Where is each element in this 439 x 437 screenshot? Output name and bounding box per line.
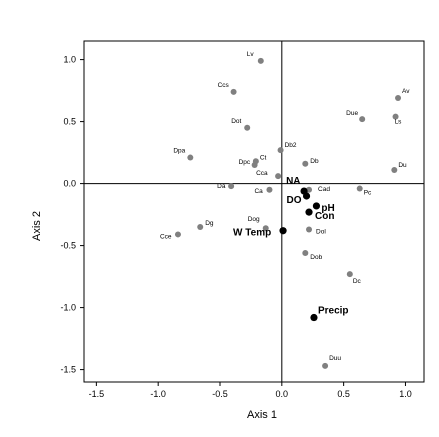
species-point-dpc: [251, 162, 258, 168]
species-point-dol: [306, 226, 313, 233]
species-point-dc: [346, 271, 353, 278]
plot-frame: [83, 40, 425, 383]
x-tick-label: 1.0: [399, 389, 412, 399]
species-label-pc: Pc: [364, 190, 372, 197]
species-point-cca: [275, 173, 282, 180]
species-label-dpc: Dpc: [239, 159, 251, 166]
y-tick-label: -1.0: [60, 303, 76, 313]
x-axis-title: Axis 1: [247, 409, 277, 421]
y-tick-label: -0.5: [60, 241, 76, 251]
env-point-do: [302, 192, 311, 200]
species-label-dol: Dol: [316, 228, 326, 235]
env-label-do: DO: [287, 195, 302, 206]
env-label-precip: Precip: [318, 306, 349, 317]
env-point-ph: [312, 202, 321, 210]
env-label-con: Con: [315, 211, 334, 222]
species-label-dog: Dog: [248, 216, 260, 223]
species-label-du: Du: [398, 162, 407, 169]
species-label-db: Db: [310, 158, 319, 165]
species-label-db2: Db2: [285, 142, 297, 149]
species-label-ct: Ct: [260, 154, 267, 161]
species-point-duu: [322, 362, 329, 369]
x-tick-label: 0.0: [276, 389, 289, 399]
species-series: Lv Ccs Av Due Ls Dot Db2 Dpa Ct Db Dpc Du Cca Da Ca Cad…: [160, 51, 410, 369]
species-label-cca: Cca: [256, 170, 268, 177]
species-point-db2: [277, 147, 284, 154]
x-tick-label: -0.5: [212, 389, 228, 399]
species-label-due: Due: [346, 110, 358, 117]
y-axis: -1.5 -1.0 -0.5 0.0 0.5 1.0: [60, 55, 84, 375]
species-point-db: [302, 160, 309, 167]
reference-lines: [84, 41, 424, 382]
env-point-w-temp: [279, 227, 287, 235]
species-point-pc: [356, 185, 363, 192]
species-label-dg: Dg: [205, 220, 214, 227]
env-point-con: [305, 208, 313, 216]
species-point-dg: [197, 224, 204, 230]
species-point-lv: [257, 57, 264, 64]
x-tick-label: 0.5: [337, 389, 350, 399]
species-label-av: Av: [402, 88, 410, 95]
y-tick-label: -1.5: [60, 365, 76, 375]
species-point-av: [395, 95, 402, 102]
species-point-ls: [392, 113, 399, 120]
species-label-lv: Lv: [247, 51, 255, 58]
env-label-na: NA: [286, 176, 300, 187]
species-label-dot: Dot: [231, 118, 241, 125]
species-label-da: Da: [217, 183, 226, 190]
species-label-ccs: Ccs: [218, 82, 230, 89]
species-point-da: [228, 183, 235, 190]
species-point-dob: [302, 250, 309, 257]
species-point-due: [359, 116, 366, 123]
species-label-cad: Cad: [318, 186, 330, 193]
species-point-cce: [174, 231, 181, 238]
env-point-precip: [310, 313, 318, 322]
x-tick-label: -1.5: [89, 389, 105, 399]
y-tick-label: 1.0: [63, 55, 76, 65]
x-axis: -1.5 -1.0 -0.5 0.0 0.5 1.0: [89, 382, 412, 399]
env-label-w-temp: W Temp: [233, 228, 271, 239]
species-label-ca: Ca: [254, 188, 263, 195]
species-point-dog: [262, 225, 269, 232]
env-label-ph: pH: [321, 203, 334, 214]
species-label-dc: Dc: [353, 278, 362, 285]
species-label-duu: Duu: [329, 355, 341, 362]
species-label-dpa: Dpa: [173, 148, 185, 155]
species-point-dot: [244, 124, 251, 131]
x-tick-label: -1.0: [150, 389, 166, 399]
species-label-dob: Dob: [310, 254, 322, 261]
y-axis-title: Axis 2: [31, 211, 43, 241]
species-label-ls: Ls: [395, 119, 403, 126]
species-label-cce: Cce: [160, 233, 172, 240]
species-point-ca: [266, 186, 273, 193]
y-tick-label: 0.5: [63, 117, 76, 127]
species-point-dpa: [187, 154, 194, 161]
species-point-ccs: [230, 88, 237, 95]
species-point-du: [391, 166, 398, 173]
y-tick-label: 0.0: [63, 179, 76, 189]
